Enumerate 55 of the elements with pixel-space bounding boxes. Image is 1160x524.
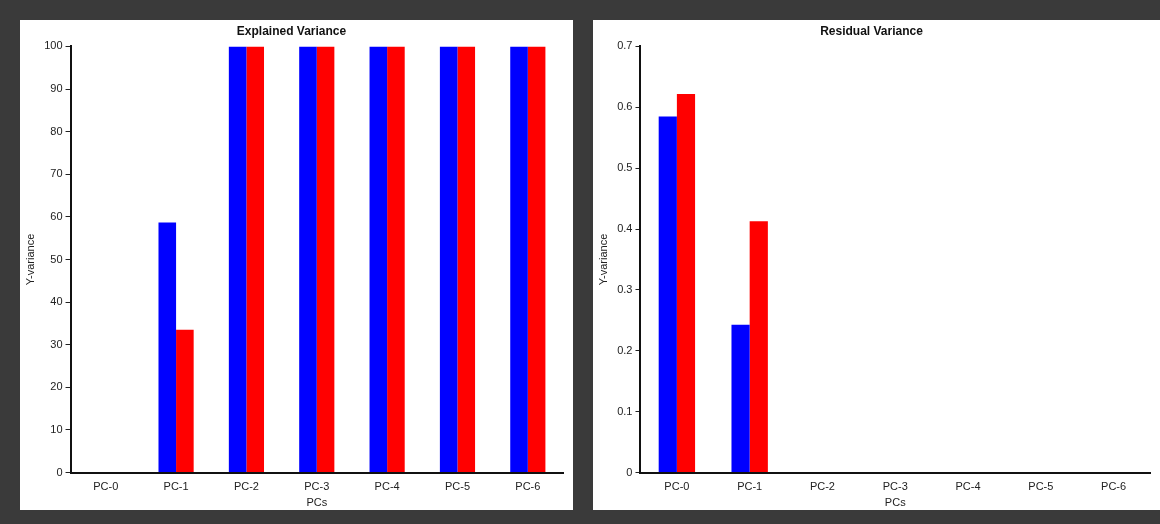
bar bbox=[369, 46, 388, 473]
x-axis-title: PCs bbox=[884, 496, 907, 509]
x-tick-label: PC-5 bbox=[444, 480, 471, 493]
x-tick-label: PC-2 bbox=[233, 480, 259, 493]
y-tick-label: 90 bbox=[50, 82, 63, 95]
bar bbox=[439, 46, 458, 473]
x-tick-label: PC-6 bbox=[515, 480, 541, 493]
y-tick-label: 100 bbox=[44, 39, 63, 52]
bar bbox=[658, 116, 677, 473]
bar bbox=[510, 46, 528, 473]
y-tick-label: 0 bbox=[56, 465, 63, 478]
chart-title: Explained Variance bbox=[236, 23, 347, 38]
bar bbox=[457, 46, 476, 473]
y-tick-label: 0.3 bbox=[617, 282, 633, 295]
y-tick-label: 20 bbox=[50, 380, 63, 393]
y-tick-label: 0.5 bbox=[617, 161, 633, 174]
y-tick-label: 30 bbox=[50, 337, 63, 350]
y-tick-label: 60 bbox=[50, 209, 63, 222]
bar bbox=[731, 324, 750, 473]
chart-title: Residual Variance bbox=[820, 23, 924, 38]
y-tick-label: 0.1 bbox=[617, 404, 633, 417]
bar bbox=[749, 221, 768, 473]
x-tick-label: PC-1 bbox=[163, 480, 189, 493]
x-axis-title: PCs bbox=[306, 496, 328, 509]
x-tick-label: PC-0 bbox=[93, 480, 119, 493]
y-tick-label: 0 bbox=[626, 465, 633, 478]
bar bbox=[387, 46, 405, 473]
y-tick-label: 0.6 bbox=[617, 100, 633, 113]
y-tick-label: 70 bbox=[50, 167, 63, 180]
bar bbox=[676, 93, 696, 473]
x-tick-label: PC-4 bbox=[374, 480, 400, 493]
x-tick-label: PC-2 bbox=[809, 480, 835, 493]
y-tick-label: 80 bbox=[50, 124, 63, 137]
bar bbox=[246, 46, 265, 473]
y-tick-label: 40 bbox=[50, 295, 63, 308]
x-tick-label: PC-4 bbox=[955, 480, 981, 493]
x-tick-label: PC-1 bbox=[737, 480, 763, 493]
x-tick-label: PC-3 bbox=[882, 480, 908, 493]
bar bbox=[158, 222, 177, 473]
y-tick-label: 0.2 bbox=[617, 343, 633, 356]
x-tick-label: PC-5 bbox=[1028, 480, 1054, 493]
bar bbox=[527, 46, 546, 473]
y-tick-label: 0.4 bbox=[617, 222, 633, 235]
bar bbox=[316, 46, 335, 473]
y-tick-label: 10 bbox=[50, 423, 63, 436]
bar bbox=[228, 46, 247, 473]
y-tick-label: 0.7 bbox=[617, 39, 633, 52]
y-tick-label: 50 bbox=[50, 252, 63, 265]
y-axis-title: Y-variance bbox=[23, 233, 36, 286]
bar bbox=[176, 329, 194, 473]
y-axis-title: Y-variance bbox=[596, 233, 609, 286]
bar bbox=[299, 46, 317, 473]
x-tick-label: PC-3 bbox=[304, 480, 330, 493]
x-tick-label: PC-6 bbox=[1101, 480, 1127, 493]
x-tick-label: PC-0 bbox=[664, 480, 690, 493]
